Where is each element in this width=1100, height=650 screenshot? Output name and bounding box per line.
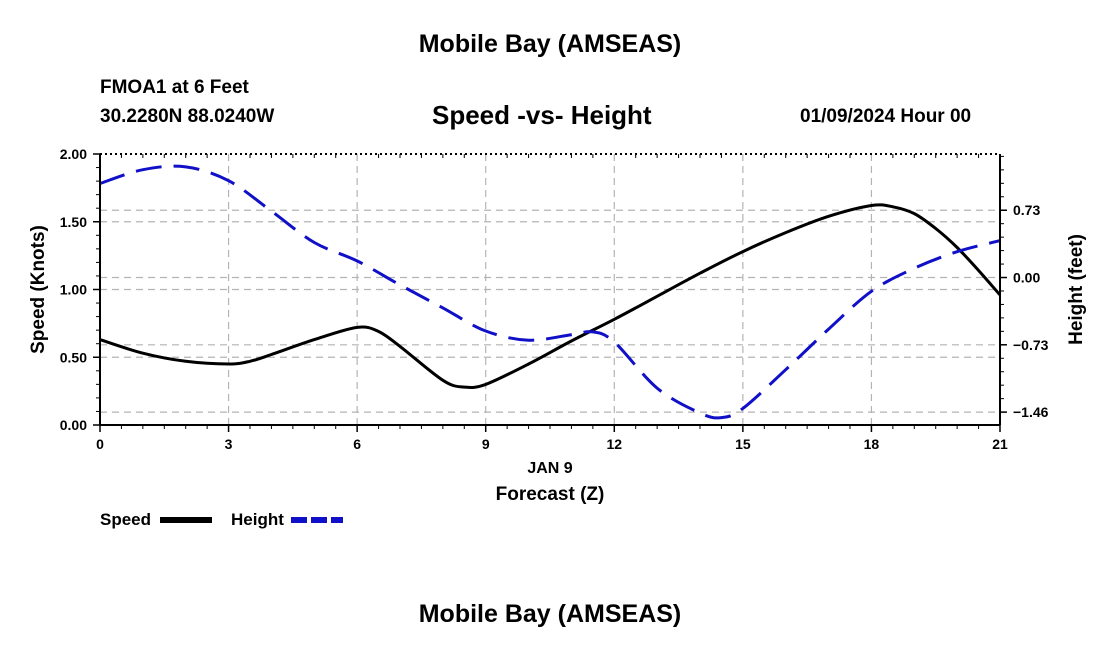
series-line-speed (99, 203, 1002, 390)
y2-tick-label: 0.73 (1013, 202, 1040, 218)
x-tick-label: 21 (992, 436, 1008, 452)
legend-speed-label: Speed (100, 510, 152, 529)
y2-tick-label: 0.00 (1013, 270, 1040, 286)
forecast-datetime: 01/09/2024 Hour 00 (800, 106, 972, 127)
chart-main-title: Mobile Bay (AMSEAS) (418, 30, 682, 58)
chart-footer-title: Mobile Bay (AMSEAS) (418, 600, 682, 628)
series-line-height (99, 164, 1001, 420)
y2-tick-label: −1.46 (1013, 404, 1049, 420)
y-axis-title: Speed (Knots) (28, 225, 49, 354)
x-tick-label: 3 (225, 436, 233, 452)
x-tick-label: 6 (353, 436, 361, 452)
x-tick-label: 12 (606, 436, 622, 452)
x-date-label: JAN 9 (527, 460, 572, 477)
y2-axis-title: Height (feet) (1066, 234, 1087, 345)
x-axis-title: Forecast (Z) (496, 484, 605, 505)
y-tick-label: 0.00 (60, 417, 87, 433)
coordinates-label: 30.2280N 88.0240W (100, 106, 275, 127)
y-tick-label: 1.50 (60, 214, 87, 230)
x-tick-label: 9 (482, 436, 490, 452)
chart-subtitle: Speed -vs- Height (432, 100, 652, 130)
y-tick-label: 1.00 (60, 282, 87, 298)
x-tick-label: 15 (735, 436, 751, 452)
x-tick-label: 18 (864, 436, 880, 452)
legend-height-label: Height (231, 510, 284, 529)
y-tick-label: 0.50 (60, 349, 87, 365)
station-label: FMOA1 at 6 Feet (100, 77, 249, 98)
y2-tick-label: −0.73 (1013, 337, 1049, 353)
y-tick-label: 2.00 (60, 146, 87, 162)
x-tick-label: 0 (96, 436, 104, 452)
